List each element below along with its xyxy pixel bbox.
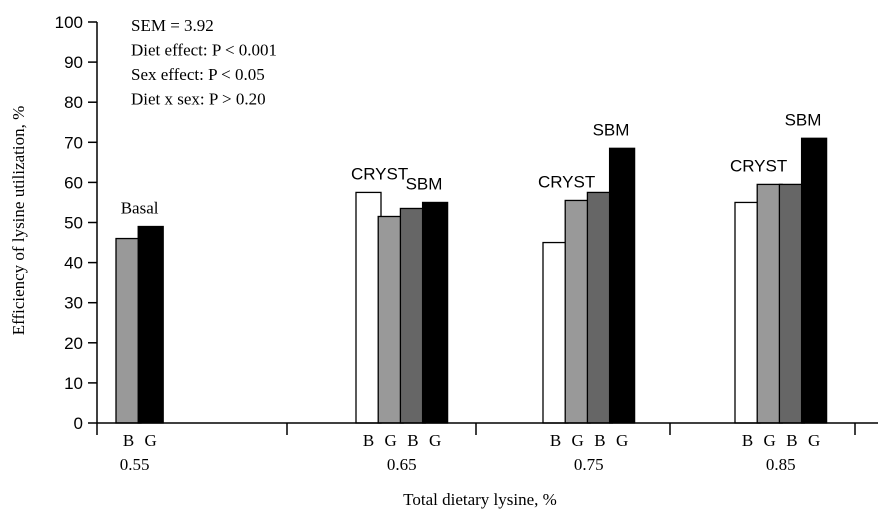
bar [355, 191, 382, 424]
y-tick-label: 20 [64, 334, 83, 353]
diet-label-cryst: CRYST [538, 172, 595, 191]
x-sex-label: G [764, 431, 776, 450]
x-level-label: 0.75 [574, 455, 604, 474]
bar [756, 183, 783, 424]
x-sex-label: G [808, 431, 820, 450]
y-tick-label: 100 [55, 13, 83, 32]
x-ticks-layer: B G0.55B G B G0.65B G B G0.75B G B G0.85 [120, 423, 856, 474]
bar [399, 207, 427, 424]
x-sex-label: B [407, 431, 418, 450]
stats-line: Diet x sex: P > 0.20 [131, 90, 266, 109]
x-level-label: 0.85 [766, 455, 796, 474]
stats-line: SEM = 3.92 [131, 16, 214, 35]
y-tick-label: 60 [64, 173, 83, 192]
y-ticks-layer: 0 10 20 30 40 50 60 70 80 90 100 [55, 13, 97, 433]
diet-label-basal: Basal [121, 199, 159, 218]
y-tick-label: 80 [64, 93, 83, 112]
x-sex-label: B [594, 431, 605, 450]
axes-layer [96, 22, 878, 435]
x-sex-label: G [429, 431, 441, 450]
diet-label-sbm: SBM [785, 110, 822, 129]
diet-label-cryst: CRYST [730, 156, 787, 175]
x-sex-label: G [145, 431, 157, 450]
x-axis-title: Total dietary lysine, % [403, 490, 557, 509]
x-sex-label: B [742, 431, 753, 450]
bar [564, 199, 591, 424]
y-tick-label: 0 [74, 414, 83, 433]
x-level-label: 0.65 [387, 455, 417, 474]
diet-label-cryst: CRYST [351, 164, 408, 183]
bar [734, 201, 761, 424]
stats-line: Diet effect: P < 0.001 [131, 41, 277, 60]
x-sex-label: B [550, 431, 561, 450]
diet-label-sbm: SBM [406, 174, 443, 193]
x-sex-label: B [123, 431, 134, 450]
bar [115, 237, 142, 424]
bar [542, 241, 569, 424]
y-tick-label: 50 [64, 214, 83, 233]
y-axis-title: Efficiency of lysine utilization, % [9, 106, 28, 336]
x-sex-label: G [572, 431, 584, 450]
y-tick-label: 90 [64, 53, 83, 72]
stats-line: Sex effect: P < 0.05 [131, 65, 265, 84]
y-tick-label: 70 [64, 133, 83, 152]
x-sex-label: G [616, 431, 628, 450]
stats-annotation: SEM = 3.92 Diet effect: P < 0.001 Sex effe… [131, 16, 277, 109]
bar [377, 215, 404, 424]
y-tick-label: 40 [64, 254, 83, 273]
bar [778, 183, 806, 424]
bar [586, 191, 614, 424]
y-tick-label: 10 [64, 374, 83, 393]
diet-label-sbm: SBM [593, 120, 630, 139]
bar [608, 147, 636, 424]
bars-layer [115, 137, 828, 424]
y-tick-label: 30 [64, 294, 83, 313]
x-level-label: 0.55 [120, 455, 150, 474]
x-sex-label: B [786, 431, 797, 450]
bar [137, 225, 164, 424]
x-sex-label: G [385, 431, 397, 450]
bar [800, 137, 828, 424]
x-sex-label: B [363, 431, 374, 450]
bar [421, 201, 449, 424]
